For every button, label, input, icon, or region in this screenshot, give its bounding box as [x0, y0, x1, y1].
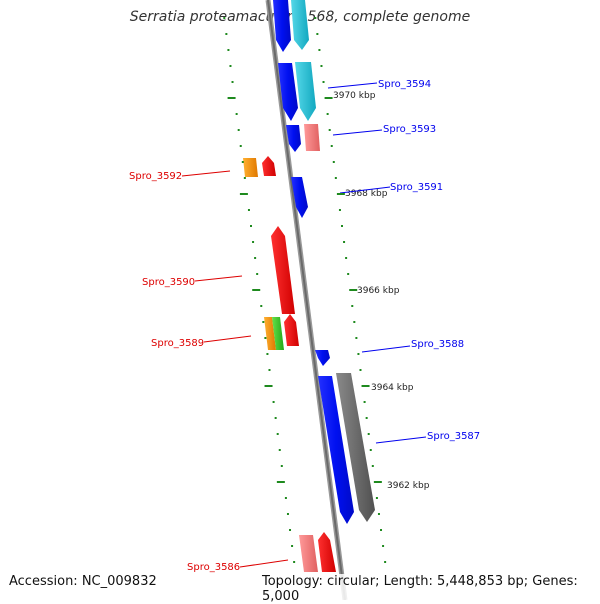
- gene-arrow-forward[interactable]: [295, 62, 316, 121]
- gene-arrow-forward[interactable]: [291, 0, 309, 50]
- gene-label-spro-3587[interactable]: Spro_3587: [427, 431, 480, 442]
- gene-label-spro-3592[interactable]: Spro_3592: [129, 171, 182, 182]
- leader-line: [327, 82, 378, 89]
- gene-arrow-forward[interactable]: [304, 124, 320, 151]
- gene-arrow-reverse[interactable]: [271, 226, 295, 314]
- leader-line: [181, 170, 231, 177]
- gene-label-spro-3588[interactable]: Spro_3588: [411, 339, 464, 350]
- scale-label: 3964 kbp: [371, 383, 414, 393]
- gene-arrow-forward[interactable]: [273, 0, 291, 52]
- leader-line: [203, 335, 252, 343]
- accession-text: Accession: NC_009832: [9, 574, 157, 589]
- gene-label-spro-3594[interactable]: Spro_3594: [378, 79, 431, 90]
- scale-label: 3968 kbp: [345, 189, 388, 199]
- leader-line: [375, 436, 427, 444]
- gene-arrow-reverse[interactable]: [262, 156, 276, 176]
- scale-label: 3966 kbp: [357, 286, 400, 296]
- leader-line: [332, 129, 383, 136]
- scale-label: 3970 kbp: [333, 91, 376, 101]
- gene-arrow-forward[interactable]: [318, 376, 354, 524]
- gene-label-spro-3586[interactable]: Spro_3586: [187, 562, 240, 573]
- scale-label: 3962 kbp: [387, 481, 430, 491]
- gene-arrow-reverse[interactable]: [284, 314, 299, 346]
- gene-arrow-forward[interactable]: [336, 373, 375, 522]
- leader-line: [194, 275, 243, 282]
- gene-arrow-forward[interactable]: [278, 63, 298, 121]
- leader-line: [339, 186, 391, 194]
- gene-arrow-reverse[interactable]: [299, 535, 318, 572]
- gene-arrow-reverse[interactable]: [243, 158, 258, 177]
- genome-axis-core: [267, 0, 346, 600]
- gene-label-spro-3591[interactable]: Spro_3591: [390, 182, 443, 193]
- gene-label-spro-3589[interactable]: Spro_3589: [151, 338, 204, 349]
- leader-line: [239, 559, 289, 568]
- gene-label-spro-3590[interactable]: Spro_3590: [142, 277, 195, 288]
- tick-track: [223, 17, 387, 563]
- leader-line: [361, 345, 411, 353]
- gene-arrow-forward[interactable]: [286, 125, 301, 152]
- gene-arrow-reverse[interactable]: [318, 532, 336, 572]
- gene-arrow-reverse[interactable]: [272, 317, 284, 350]
- gene-arrow-forward[interactable]: [291, 177, 308, 218]
- gene-label-spro-3593[interactable]: Spro_3593: [383, 124, 436, 135]
- gene-arrow-forward[interactable]: [315, 350, 330, 366]
